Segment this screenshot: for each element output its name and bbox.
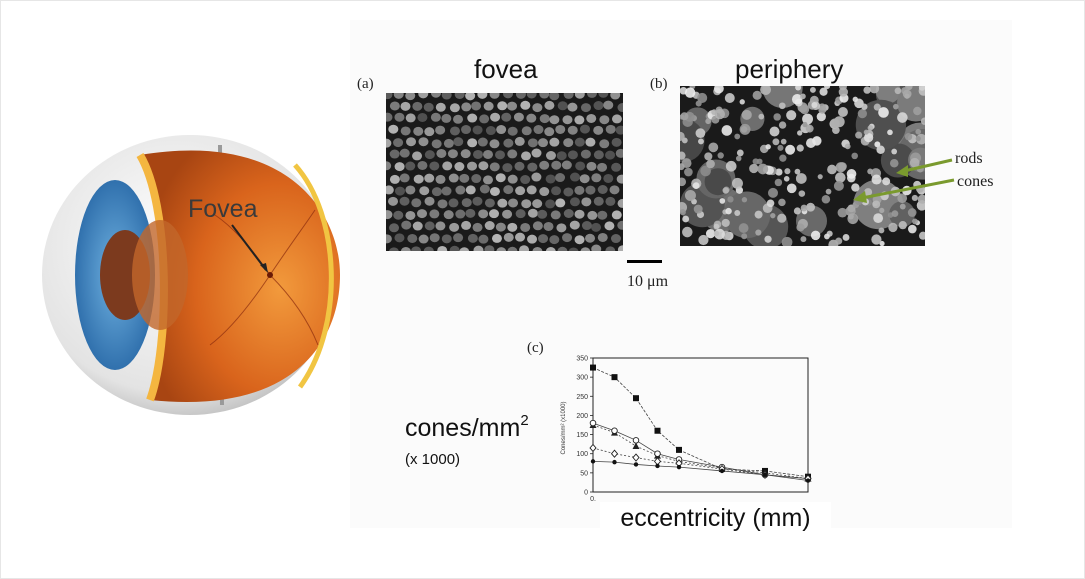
y-tick-label: 250 — [576, 394, 588, 401]
data-point-square — [611, 374, 618, 381]
y-tick-label: 100 — [576, 451, 588, 458]
panel-b-title: periphery — [735, 54, 844, 84]
panel-b-tag: (b) — [650, 76, 668, 92]
y-axis-label: cones/mm2 — [405, 412, 529, 443]
y-axis-label-exponent: 2 — [520, 412, 529, 429]
data-point-dot — [612, 459, 617, 465]
data-point-circle — [654, 450, 661, 457]
data-point-square — [633, 395, 639, 402]
data-point-circle — [632, 437, 640, 444]
cones-label: cones — [957, 173, 994, 190]
y-tick-label: 300 — [576, 375, 588, 382]
data-point-square — [654, 427, 661, 434]
data-point-diamond — [632, 453, 640, 462]
data-point-dot — [805, 478, 811, 483]
data-point-diamond — [610, 449, 619, 458]
fovea-label: Fovea — [188, 195, 258, 223]
fovea-micrograph — [386, 93, 623, 251]
y-tick-label: 50 — [580, 470, 588, 477]
eyeball-interior — [140, 150, 340, 403]
cones-arrow — [861, 178, 955, 200]
series-line-dot — [592, 460, 809, 481]
y-axis-label-text: cones/mm — [405, 414, 521, 442]
periphery-micrograph — [680, 86, 925, 246]
annotation-arrows — [853, 158, 955, 203]
y-tick-label: 150 — [576, 432, 588, 439]
eye-anatomy-illustration: Fovea — [40, 125, 360, 425]
chart-plot-frame — [592, 357, 809, 493]
data-point-square — [590, 364, 596, 371]
fovea-pointer-line — [231, 224, 267, 271]
rods-arrow — [903, 158, 953, 173]
lens — [132, 220, 188, 330]
data-point-dot — [655, 463, 660, 469]
x-axis-label: eccentricity (mm) — [600, 502, 831, 534]
series-line-square — [592, 367, 809, 478]
data-point-dot — [590, 459, 596, 464]
y-tick-label: 0 — [584, 490, 588, 497]
series-line-triangle — [592, 424, 809, 479]
y-tick-label: 350 — [576, 356, 588, 363]
scale-bar-label: 10 μm — [627, 273, 669, 290]
data-point-diamond — [589, 443, 597, 453]
data-point-square — [676, 446, 682, 453]
data-point-dot — [633, 462, 639, 467]
scale-bar — [627, 260, 662, 263]
cone-density-chart: Cones/mm² (x1000) 0 50 100 150 200 250 300 350 0… — [561, 356, 812, 503]
y-tick-label: 200 — [576, 413, 588, 420]
data-point-dot — [762, 472, 768, 477]
data-point-circle — [589, 419, 597, 427]
x-tick-label: 0. — [590, 496, 596, 503]
series-line-diamond — [592, 447, 809, 479]
panel-a-tag: (a) — [357, 76, 374, 92]
panel-c-tag: (c) — [527, 340, 544, 356]
data-point-dot — [676, 464, 682, 470]
series-line-circle — [592, 422, 809, 479]
panel-a-title: fovea — [474, 54, 538, 84]
data-point-dot — [719, 468, 725, 474]
y-axis-sublabel: (x 1000) — [405, 451, 461, 468]
data-point-triangle — [632, 442, 640, 450]
chart-small-y-label: Cones/mm² (x1000) — [561, 401, 567, 454]
rods-label: rods — [955, 150, 983, 167]
data-point-circle — [611, 427, 618, 434]
fovea-dot — [267, 272, 273, 278]
